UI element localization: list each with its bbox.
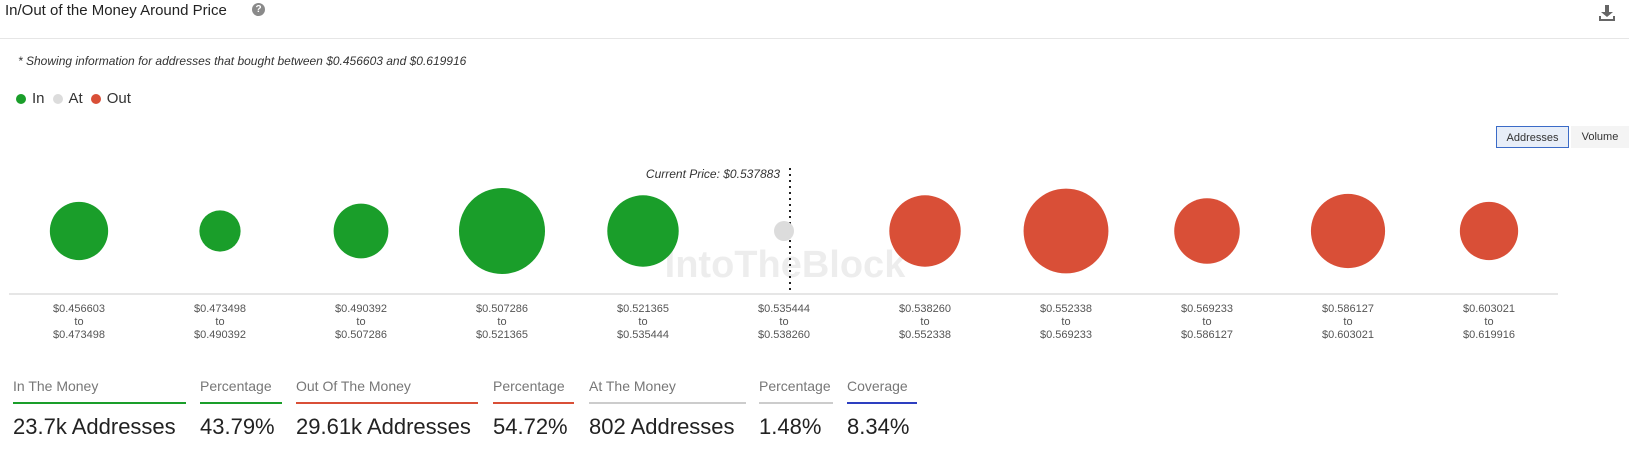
addresses-toggle-button[interactable]: Addresses [1496, 126, 1569, 148]
chart-legend: In At Out [16, 90, 139, 107]
tick-label-low: $0.507286 [476, 303, 528, 315]
tick-label-separator: to [356, 316, 365, 328]
stat-in-the-money-0: In The Money 23.7k Addresses [13, 378, 186, 440]
bubble-out[interactable] [889, 195, 961, 267]
bubble-out[interactable] [1310, 193, 1386, 269]
tick-label-high: $0.552338 [899, 329, 951, 341]
volume-toggle-button[interactable]: Volume [1571, 126, 1629, 148]
bubble-out[interactable] [1459, 201, 1519, 261]
tick-label-high: $0.535444 [617, 329, 669, 341]
stat-percentage-5: Percentage 1.48% [759, 378, 833, 440]
legend-label: At [68, 90, 83, 107]
stat-coverage-6: Coverage 8.34% [847, 378, 917, 440]
bubble-chart: IntoTheBlock Current Price: $0.537883 $0.4… [9, 167, 1558, 341]
bubble-in[interactable] [333, 203, 389, 259]
stat-label: Percentage [200, 378, 282, 404]
bubble-at[interactable] [774, 221, 794, 241]
legend-label: In [32, 90, 45, 107]
bubble-out[interactable] [1174, 198, 1240, 264]
tick-label-high: $0.603021 [1322, 329, 1374, 341]
bubble-in[interactable] [607, 195, 679, 267]
legend-dot-icon [16, 93, 26, 104]
tick-label-low: $0.473498 [194, 303, 246, 315]
tick-label-separator: to [215, 316, 224, 328]
stat-label: Percentage [759, 378, 833, 404]
download-icon[interactable] [1598, 4, 1616, 22]
tick-label-low: $0.538260 [899, 303, 951, 315]
tick-label-high: $0.586127 [1181, 329, 1233, 341]
stat-label: Percentage [493, 378, 574, 404]
stat-value: 54.72% [493, 414, 568, 439]
tick-label-high: $0.490392 [194, 329, 246, 341]
tick-label-high: $0.507286 [335, 329, 387, 341]
tick-label-separator: to [497, 316, 506, 328]
tick-label-separator: to [1061, 316, 1070, 328]
legend-item-in[interactable]: In [16, 90, 45, 107]
stat-out-of-the-money-2: Out Of The Money 29.61k Addresses [296, 378, 478, 440]
tick-label-high: $0.569233 [1040, 329, 1092, 341]
stat-value: 8.34% [847, 414, 910, 439]
tick-label-high: $0.538260 [758, 329, 810, 341]
tick-label-high: $0.619916 [1463, 329, 1515, 341]
tick-label-low: $0.535444 [758, 303, 810, 315]
stat-label: In The Money [13, 378, 186, 404]
tick-label-low: $0.603021 [1463, 303, 1515, 315]
info-note: * Showing information for addresses that… [18, 54, 467, 68]
stat-value: 29.61k Addresses [296, 414, 471, 439]
stat-percentage-3: Percentage 54.72% [493, 378, 574, 440]
tick-label-separator: to [1202, 316, 1211, 328]
tick-label-low: $0.521365 [617, 303, 669, 315]
watermark-text: IntoTheBlock [665, 244, 907, 286]
tick-label-low: $0.456603 [53, 303, 105, 315]
tick-label-low: $0.569233 [1181, 303, 1233, 315]
stat-at-the-money-4: At The Money 802 Addresses [589, 378, 746, 440]
tick-label-separator: to [920, 316, 929, 328]
stat-label: Out Of The Money [296, 378, 478, 404]
page-title: In/Out of the Money Around Price [5, 2, 227, 19]
legend-item-at[interactable]: At [52, 90, 83, 107]
bubble-out[interactable] [1023, 188, 1109, 274]
bubble-in[interactable] [199, 210, 241, 252]
panel-header: In/Out of the Money Around Price ? [0, 0, 1629, 39]
tick-label-low: $0.586127 [1322, 303, 1374, 315]
stat-value: 1.48% [759, 414, 822, 439]
legend-dot-icon [90, 93, 101, 104]
tick-label-separator: to [74, 316, 83, 328]
stat-label: At The Money [589, 378, 746, 404]
tick-label-high: $0.521365 [476, 329, 528, 341]
legend-item-out[interactable]: Out [90, 90, 131, 107]
legend-dot-icon [52, 93, 63, 104]
bubble-in[interactable] [458, 187, 546, 275]
tick-label-separator: to [1484, 316, 1493, 328]
tick-label-high: $0.473498 [53, 329, 105, 341]
current-price-label: Current Price: $0.537883 [646, 167, 780, 181]
stat-value: 23.7k Addresses [13, 414, 176, 439]
stat-percentage-1: Percentage 43.79% [200, 378, 282, 440]
stat-label: Coverage [847, 378, 917, 404]
tick-label-low: $0.490392 [335, 303, 387, 315]
stat-value: 43.79% [200, 414, 275, 439]
help-icon[interactable]: ? [252, 3, 265, 16]
stat-value: 802 Addresses [589, 414, 735, 439]
tick-label-separator: to [779, 316, 788, 328]
tick-label-low: $0.552338 [1040, 303, 1092, 315]
bubble-in[interactable] [49, 201, 109, 261]
tick-label-separator: to [638, 316, 647, 328]
legend-label: Out [106, 90, 131, 107]
tick-label-separator: to [1343, 316, 1352, 328]
